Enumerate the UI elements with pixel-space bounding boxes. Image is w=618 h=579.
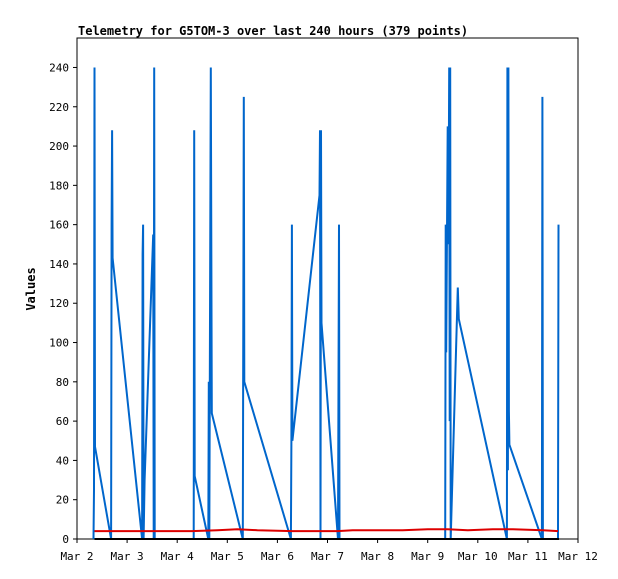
- series-1-line: [92, 67, 560, 540]
- y-tick-label: 20: [56, 494, 69, 507]
- y-tick-label: 120: [49, 297, 69, 310]
- x-tick-label: Mar 5: [211, 550, 244, 563]
- y-tick-label: 60: [56, 415, 69, 428]
- x-tick-label: Mar 2: [60, 550, 93, 563]
- x-tick-label: Mar 12: [558, 550, 598, 563]
- x-tick-label: Mar 9: [411, 550, 444, 563]
- axis-layer: 0 20 40 60 80 100 120 140 160 180 200 220 240 Mar 2 Ma…: [49, 61, 598, 563]
- y-tick-label: 100: [49, 337, 69, 350]
- y-tick-label: 160: [49, 219, 69, 232]
- y-tick-label: 200: [49, 140, 69, 153]
- data-layer: [92, 67, 560, 540]
- y-tick-label: 180: [49, 179, 69, 192]
- y-tick-label: 80: [56, 376, 69, 389]
- x-tick-label: Mar 11: [508, 550, 548, 563]
- x-tick-label: Mar 10: [458, 550, 498, 563]
- y-tick-label: 0: [62, 533, 69, 546]
- x-tick-label: Mar 6: [261, 550, 294, 563]
- x-tick-label: Mar 7: [311, 550, 344, 563]
- y-axis-label: Values: [24, 267, 38, 310]
- x-tick-label: Mar 8: [361, 550, 394, 563]
- chart-title: Telemetry for G5TOM-3 over last 240 hour…: [78, 24, 468, 38]
- x-tick-label: Mar 3: [111, 550, 144, 563]
- plot-frame: [76, 37, 579, 540]
- x-tick-label: Mar 4: [161, 550, 194, 563]
- series-2-line: [94, 528, 559, 533]
- y-tick-label: 220: [49, 101, 69, 114]
- y-tick-label: 40: [56, 454, 69, 467]
- y-tick-label: 140: [49, 258, 69, 271]
- y-tick-label: 240: [49, 61, 69, 74]
